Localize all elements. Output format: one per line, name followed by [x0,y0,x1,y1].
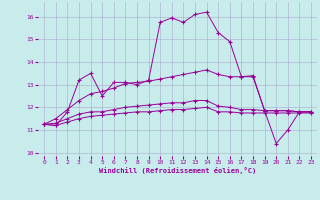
X-axis label: Windchill (Refroidissement éolien,°C): Windchill (Refroidissement éolien,°C) [99,167,256,174]
